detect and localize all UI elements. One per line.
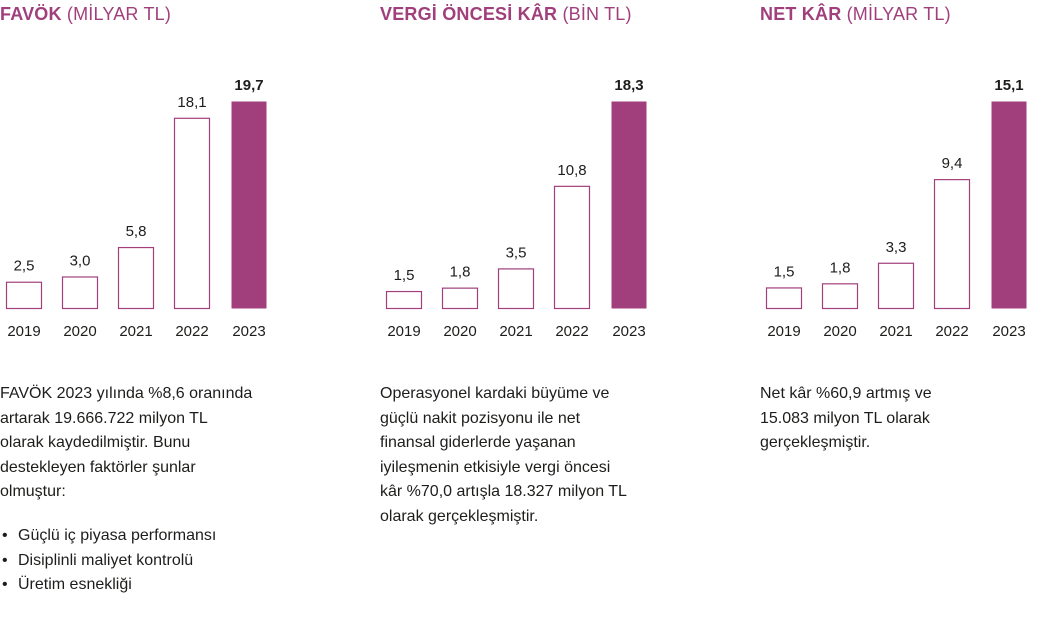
x-tick-label: 2020: [63, 323, 96, 340]
desc-line: artarak 19.666.722 milyon TL: [0, 409, 208, 427]
value-label: 18,1: [177, 94, 206, 111]
bar-2021: [877, 262, 915, 310]
bar-2022: [173, 117, 211, 310]
bullet-icon: •: [2, 527, 8, 544]
bar-2021: [497, 268, 535, 310]
favok-bar-chart: 2,5 2019 3,0 2020 5,8 2021 18,1 2022 19,7 2023: [5, 77, 267, 340]
x-tick-label: 2021: [499, 323, 532, 340]
chart-title-unit: (MİLYAR TL): [66, 4, 172, 24]
desc-line: Net kâr %60,9 artmış ve: [760, 385, 932, 402]
list-item-text: Güçlü iç piyasa performansı: [18, 527, 217, 544]
bar-2019: [765, 287, 803, 310]
value-label: 5,8: [126, 223, 147, 240]
desc-line: kâr %70,0 artışla 18.327 milyon TL: [380, 483, 627, 500]
favok-description: FAVÖK 2023 yılında %8,6 oranında artarak…: [0, 382, 300, 505]
chart-title-main: VERGİ ÖNCESİ KÂR: [380, 4, 558, 24]
bar-2023: [991, 101, 1027, 309]
bar-2019: [5, 281, 43, 310]
x-tick-label: 2022: [175, 323, 208, 340]
chart-title: NET KÂR (MİLYAR TL): [760, 4, 951, 25]
x-tick-label: 2022: [555, 323, 588, 340]
pretax-profit-section: VERGİ ÖNCESİ KÂR (BİN TL) 1,5 2019 1,8 2020…: [380, 0, 680, 637]
bar-2020: [441, 287, 479, 310]
value-label: 3,0: [70, 252, 91, 269]
value-label: 19,7: [234, 77, 263, 94]
value-label: 3,3: [886, 239, 907, 256]
value-label: 2,5: [14, 258, 35, 275]
chart-title: FAVÖK (MİLYAR TL): [0, 4, 171, 25]
list-item-text: Disiplinli maliyet kontrolü: [18, 551, 194, 569]
net-profit-bar-chart: 1,5 2019 1,8 2020 3,3 2021 9,4 2022 15,1 2023: [765, 77, 1027, 340]
desc-line: Operasyonel kardaki büyüme ve: [380, 385, 610, 402]
net-profit-section: NET KÂR (MİLYAR TL) 1,5 2019 1,8 2020 3,3 202…: [760, 0, 1038, 637]
value-label: 1,5: [774, 263, 795, 280]
x-tick-label: 2021: [879, 323, 912, 340]
value-label: 1,5: [394, 267, 415, 284]
value-label: 10,8: [557, 162, 586, 179]
chart-title-unit: (BİN TL): [562, 4, 632, 24]
desc-line: 15.083 milyon TL olarak: [760, 409, 930, 427]
value-label: 15,1: [994, 77, 1023, 94]
desc-line: olarak gerçekleşmiştir.: [380, 507, 539, 525]
favok-section: FAVÖK (MİLYAR TL) 2,5 2019 3,0 2020 5,8 2021 1…: [0, 0, 300, 637]
value-label: 9,4: [942, 155, 963, 172]
desc-line: destekleyen faktörler şunlar: [0, 458, 196, 476]
list-item: • Üretim esnekliği: [0, 573, 216, 598]
net-profit-description: Net kâr %60,9 artmış ve 15.083 milyon TL…: [760, 382, 1030, 456]
desc-line: FAVÖK 2023 yılında %8,6 oranında: [0, 385, 253, 402]
x-tick-label: 2023: [612, 323, 645, 340]
desc-line: finansal giderlerde yaşanan: [380, 434, 576, 451]
bar-2022: [553, 185, 591, 310]
bar-2020: [821, 283, 859, 310]
desc-line: güçlü nakit pozisyonu ile net: [380, 409, 581, 427]
value-label: 1,8: [830, 259, 851, 276]
x-tick-label: 2019: [767, 323, 800, 340]
x-tick-label: 2021: [119, 323, 152, 340]
x-tick-label: 2023: [992, 323, 1025, 340]
favok-factors-list: • Güçlü iç piyasa performansı • Disiplinli…: [0, 524, 216, 598]
bar-2023: [611, 101, 647, 309]
bar-2023: [231, 101, 267, 309]
pretax-profit-description: Operasyonel kardaki büyüme ve güçlü naki…: [380, 382, 680, 529]
value-label: 1,8: [450, 264, 471, 281]
list-item: • Güçlü iç piyasa performansı: [0, 524, 216, 549]
x-tick-label: 2022: [935, 323, 968, 340]
x-tick-label: 2023: [232, 323, 265, 340]
x-tick-label: 2020: [823, 323, 856, 340]
chart-title-unit: (MİLYAR TL): [846, 4, 951, 24]
desc-line: gerçekleşmiştir.: [760, 434, 871, 451]
bullet-icon: •: [2, 576, 8, 593]
value-label: 18,3: [614, 77, 643, 94]
desc-line: olarak kaydedilmiştir. Bunu: [0, 434, 191, 451]
bar-2020: [61, 276, 99, 310]
chart-title: VERGİ ÖNCESİ KÂR (BİN TL): [380, 4, 632, 25]
desc-line: iyileşmenin etkisiyle vergi öncesi: [380, 458, 611, 476]
bar-2019: [385, 290, 423, 310]
bullet-icon: •: [2, 551, 8, 569]
bar-2022: [933, 179, 971, 310]
x-tick-label: 2019: [7, 323, 40, 340]
pretax-profit-bar-chart: 1,5 2019 1,8 2020 3,5 2021 10,8 2022 18,3 2023: [385, 77, 647, 340]
x-tick-label: 2020: [443, 323, 476, 340]
desc-line: olmuştur:: [0, 483, 66, 500]
bar-2021: [117, 246, 155, 310]
list-item: • Disiplinli maliyet kontrolü: [0, 549, 216, 574]
chart-title-main: FAVÖK: [0, 4, 62, 24]
chart-title-main: NET KÂR: [760, 4, 842, 24]
list-item-text: Üretim esnekliği: [18, 576, 132, 593]
value-label: 3,5: [506, 244, 527, 261]
x-tick-label: 2019: [387, 323, 420, 340]
